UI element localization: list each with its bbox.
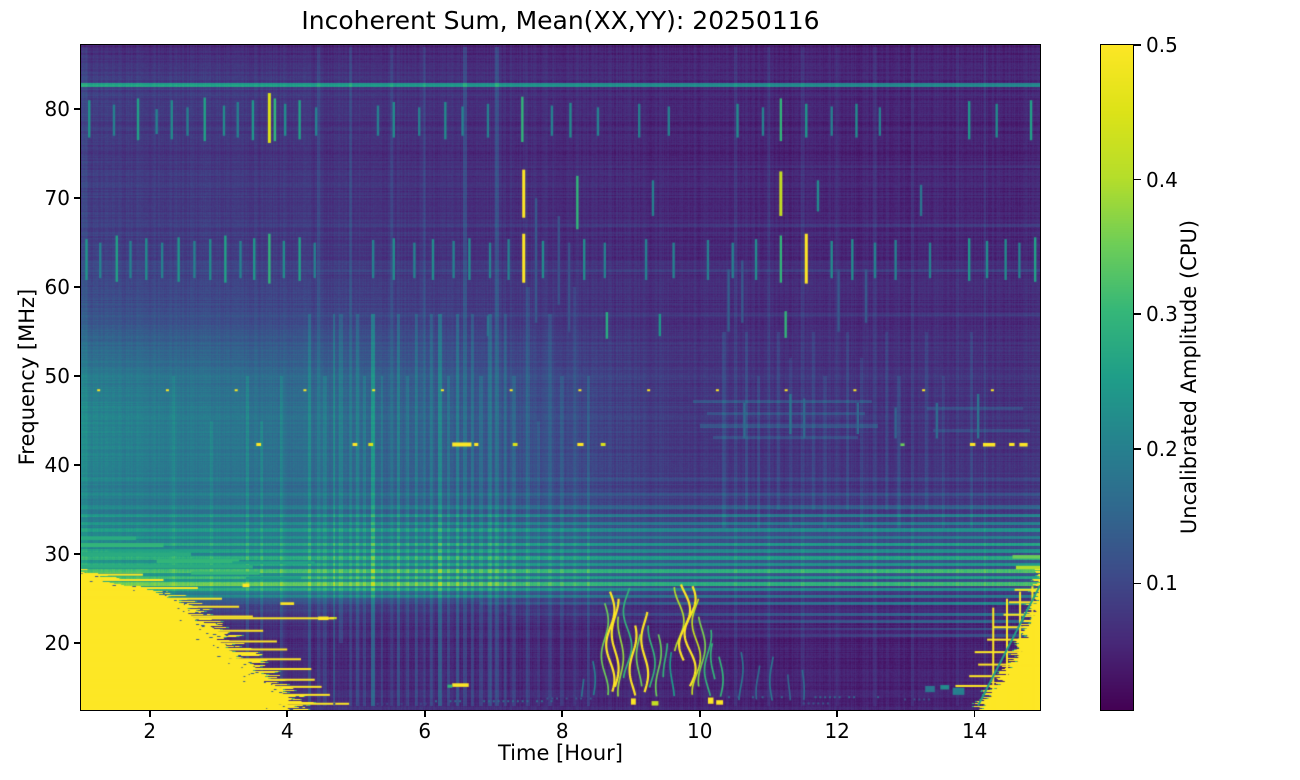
x-tick-label: 10 [686,719,713,743]
x-tick-mark [698,710,701,717]
x-tick-mark [423,710,426,717]
y-tick-mark [74,553,81,555]
x-tick-label: 8 [555,719,569,743]
y-tick-label: 20 [44,631,70,656]
x-tick-label: 12 [824,719,850,743]
x-tick-mark [836,710,838,717]
y-tick-mark [74,286,81,288]
plot-area [80,44,1041,711]
x-axis-label: Time [Hour] [497,741,624,765]
colorbar-tick-mark [1134,448,1141,450]
colorbar-tick-mark [1134,582,1141,585]
y-tick-label: 40 [44,453,70,478]
x-tick-label: 6 [418,719,432,743]
y-tick-label: 60 [44,275,70,300]
colorbar-tick-label: 0.3 [1146,302,1178,327]
colorbar-tick-label: 0.5 [1146,33,1178,57]
colorbar-tick-label: 0.1 [1146,571,1178,596]
y-tick-label: 70 [44,186,70,211]
y-tick-label: 80 [44,97,70,122]
colorbar-label: Uncalibrated Amplitude (CPU) [1177,219,1201,535]
y-tick-label: 50 [44,364,70,389]
chart-title: Incoherent Sum, Mean(XX,YY): 20250116 [301,6,820,35]
colorbar-tick-mark [1134,178,1141,181]
x-tick-mark [286,710,289,717]
x-tick-mark [973,710,976,717]
y-tick-mark [74,375,81,377]
colorbar-tick-label: 0.4 [1146,167,1178,192]
x-tick-mark [561,710,563,717]
x-tick-label: 4 [280,719,294,743]
x-tick-label: 14 [961,719,988,743]
y-tick-mark [74,464,81,466]
x-tick-label: 2 [143,719,157,743]
colorbar-tick-mark [1134,44,1141,46]
y-tick-mark [74,197,81,199]
y-tick-mark [74,108,81,110]
y-tick-mark [74,642,81,645]
colorbar [1100,44,1134,711]
colorbar-tick-mark [1134,313,1141,316]
colorbar-tick-label: 0.2 [1146,436,1178,461]
colorbar-canvas [1101,45,1133,710]
spectrogram-canvas [81,45,1040,710]
x-tick-mark [148,710,151,717]
y-tick-label: 30 [44,542,70,567]
